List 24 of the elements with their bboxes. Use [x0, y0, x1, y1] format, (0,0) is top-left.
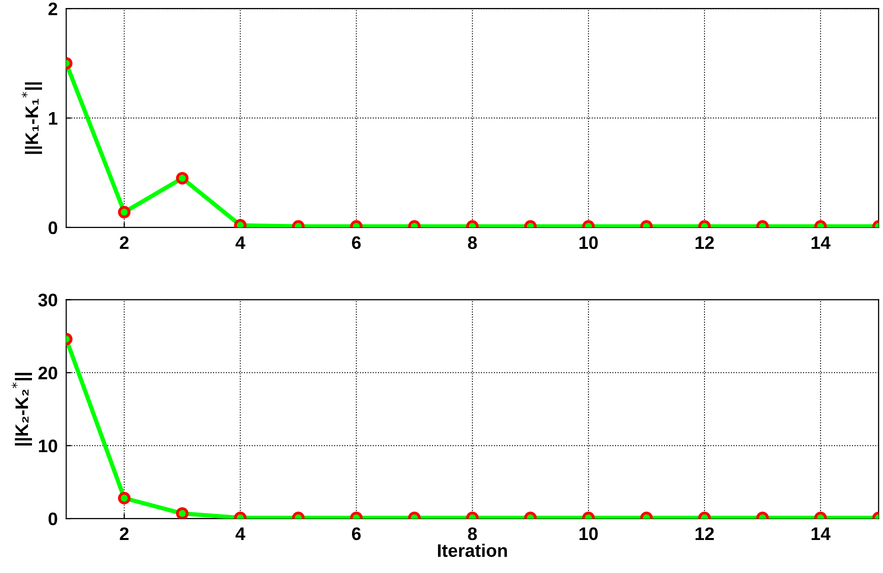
- x-tick-label: 2: [120, 527, 129, 540]
- y-tick-label: 0: [48, 221, 58, 234]
- y-axis-title: ||K₁-K₁$^{*}$||: [22, 82, 42, 154]
- x-tick-label: 10: [580, 527, 598, 540]
- y-tick-label: 0: [48, 512, 58, 526]
- x-tick-label: 4: [236, 528, 246, 540]
- x-tick-label: 6: [352, 527, 361, 540]
- x-tick-label: 8: [468, 236, 477, 250]
- y-tick-label: 2: [48, 2, 58, 16]
- x-tick-label: 14: [812, 236, 831, 249]
- x-tick-label: 8: [468, 527, 477, 540]
- y-tick-label: 10: [38, 440, 58, 452]
- x-tick-label: 12: [696, 527, 714, 540]
- x-tick-label: 10: [580, 236, 598, 250]
- x-tick-label: 12: [696, 236, 714, 249]
- x-tick-label: 6: [352, 236, 361, 250]
- x-axis-title: Iteration: [438, 544, 507, 557]
- x-tick-label: 4: [236, 236, 246, 249]
- x-tick-label: 14: [812, 528, 831, 540]
- y-tick-label: 20: [38, 366, 58, 380]
- y-axis-title: ||K₂-K₂$^{*}$||: [12, 372, 32, 446]
- y-tick-label: 30: [38, 294, 58, 306]
- y-tick-label: 1: [48, 112, 58, 125]
- x-tick-label: 2: [120, 236, 129, 249]
